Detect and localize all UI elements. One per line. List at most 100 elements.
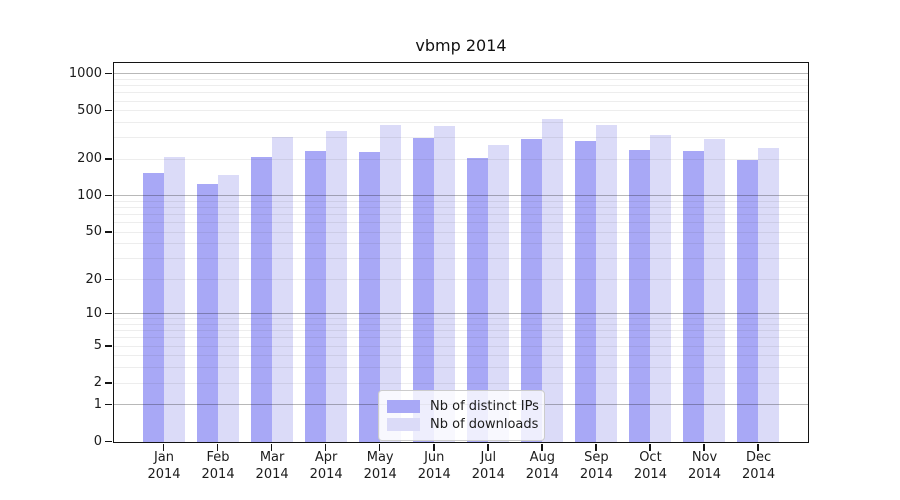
gridline-minor-4 [114,355,808,357]
gridline-major-1000 [114,73,808,75]
bar-nb-of-downloads-may [379,124,401,442]
y-tick-label-5: 5 [93,338,102,354]
bar-nb-of-downloads-oct [649,135,671,442]
legend-item-distinct-ips: Nb of distinct IPs [387,399,539,414]
x-tick-label-month-jun: Jun [424,450,445,465]
x-tick-label-aug: Aug 2014 [510,449,574,483]
x-tick-label-mar: Mar 2014 [240,449,304,483]
bar-nb-of-distinct-ips-jan [142,173,164,442]
y-tick-mark-50 [105,231,112,233]
y-tick-label-1: 1 [93,396,102,412]
y-tick-mark-2 [105,382,112,384]
gridline-minor-2 [114,382,808,384]
x-tick-label-year-may: 2014 [363,467,397,482]
x-tick-label-jul: Jul 2014 [456,449,520,483]
x-tick-label-year-nov: 2014 [687,467,722,482]
x-tick-label-sep: Sep 2014 [564,449,628,483]
gridline-minor-8 [114,324,808,326]
y-tick-mark-500 [105,109,112,112]
y-tick-label-2: 2 [93,375,102,391]
legend-swatch-nb-of-distinct-ips [387,400,420,413]
x-tick-mark-aug [541,444,543,451]
y-tick-label-100: 100 [77,187,102,203]
gridline-minor-80 [114,207,808,209]
y-tick-mark-0 [105,440,112,442]
gridline-minor-50 [114,231,808,233]
x-tick-label-dec: Dec 2014 [727,449,791,483]
bar-nb-of-distinct-ips-feb [196,184,218,442]
bar-nb-of-downloads-jan [163,156,185,442]
x-tick-mark-jun [433,444,435,451]
gridline-minor-6 [114,337,808,339]
x-tick-mark-apr [324,444,327,451]
x-tick-label-month-feb: Feb [206,450,230,465]
bar-nb-of-distinct-ips-mar [250,157,272,442]
x-tick-label-month-oct: Oct [639,450,662,465]
x-tick-label-apr: Apr 2014 [294,449,358,483]
bar-nb-of-distinct-ips-aug [520,138,542,442]
x-tick-label-year-dec: 2014 [742,467,776,482]
gridline-minor-30 [114,258,808,260]
y-tick-label-500: 500 [77,102,102,118]
y-tick-mark-1000 [105,72,112,75]
bar-nb-of-downloads-dec [758,148,780,442]
x-tick-mark-sep [595,444,597,451]
x-tick-label-month-dec: Dec [745,450,772,465]
legend: Nb of distinct IPs Nb of downloads [378,390,545,441]
x-tick-label-year-jul: 2014 [471,467,505,482]
bar-nb-of-downloads-sep [595,125,617,442]
x-tick-mark-jan [162,444,165,451]
gridline-minor-7 [114,330,808,332]
y-tick-mark-20 [105,278,112,280]
bar-nb-of-distinct-ips-jun [412,137,434,442]
bar-nb-of-distinct-ips-apr [304,150,326,442]
x-tick-label-jan: Jan 2014 [132,449,196,483]
gridline-minor-700 [114,92,808,94]
bar-nb-of-downloads-feb [217,175,239,442]
bar-nb-of-downloads-apr [325,130,347,442]
x-tick-label-month-aug: Aug [529,450,556,465]
y-tick-label-200: 200 [77,151,102,167]
x-tick-label-month-sep: Sep [584,450,609,465]
y-tick-mark-1 [105,403,112,406]
gridline-minor-900 [114,78,808,80]
x-tick-mark-nov [703,444,705,451]
gridline-minor-3 [114,367,808,369]
bar-nb-of-distinct-ips-jul [466,157,488,442]
x-tick-label-month-jul: Jul [480,450,497,465]
y-tick-mark-200 [105,158,112,160]
bar-nb-of-downloads-aug [541,119,563,442]
x-tick-label-nov: Nov 2014 [673,449,737,483]
x-tick-label-oct: Oct 2014 [618,449,682,483]
y-tick-mark-10 [105,312,112,315]
gridline-minor-500 [114,110,808,112]
legend-swatch-nb-of-downloads [387,418,420,431]
gridline-minor-90 [114,200,808,202]
gridline-minor-40 [114,243,808,245]
x-tick-label-may: May 2014 [348,449,412,483]
legend-label-nb-of-distinct-ips: Nb of distinct IPs [430,399,539,414]
x-tick-label-year-aug: 2014 [525,467,559,482]
plot-area [105,62,809,451]
x-tick-label-year-apr: 2014 [309,467,343,482]
bar-nb-of-downloads-nov [704,138,725,442]
bar-nb-of-distinct-ips-oct [628,150,650,442]
gridline-minor-5 [114,345,808,347]
legend-item-downloads: Nb of downloads [387,417,539,432]
gridline-minor-200 [114,158,808,160]
gridline-minor-400 [114,122,808,124]
x-tick-label-feb: Feb 2014 [186,449,250,483]
gridline-minor-9 [114,318,808,320]
gridline-minor-60 [114,222,808,224]
gridline-major-10 [114,313,808,315]
bar-nb-of-downloads-jun [433,125,455,442]
bar-nb-of-downloads-jul [487,144,509,442]
x-tick-label-year-feb: 2014 [201,467,235,482]
gridline-minor-800 [114,85,808,87]
gridline-minor-70 [114,214,808,216]
bar-nb-of-distinct-ips-dec [737,159,759,442]
gridline-minor-600 [114,100,808,102]
legend-label-nb-of-downloads: Nb of downloads [430,417,539,432]
y-tick-label-10: 10 [85,305,102,321]
